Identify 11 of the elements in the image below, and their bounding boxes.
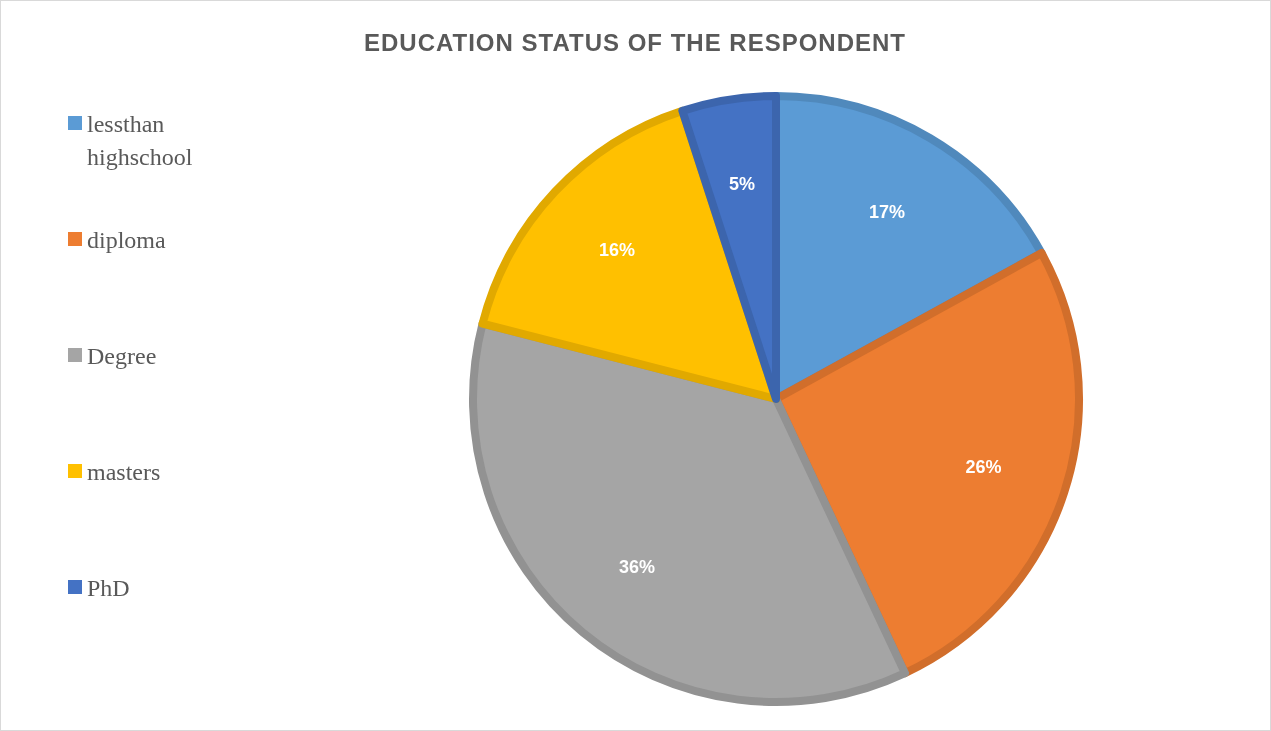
legend-label: diploma — [87, 227, 166, 254]
legend-label: lessthan highschool — [87, 111, 193, 170]
legend-label: Degree — [87, 343, 157, 370]
data-label: 16% — [598, 239, 635, 260]
data-label: 36% — [618, 557, 655, 578]
legend-label: masters — [87, 459, 161, 486]
legend-label: PhD — [87, 575, 130, 602]
chart-title: EDUCATION STATUS OF THE RESPONDENT — [363, 29, 907, 56]
data-label: 26% — [965, 456, 1002, 477]
data-label: 17% — [869, 201, 906, 222]
data-label: 5% — [728, 173, 755, 194]
